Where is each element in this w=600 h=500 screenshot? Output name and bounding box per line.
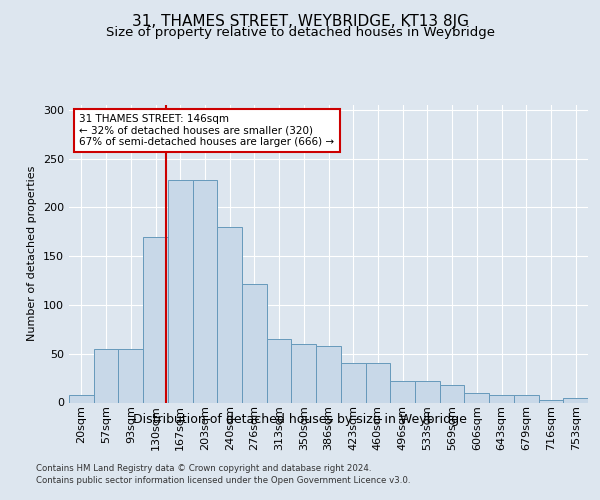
Bar [415, 381, 440, 402]
Bar [217, 227, 242, 402]
Bar [563, 398, 588, 402]
Bar [489, 394, 514, 402]
Bar [464, 392, 489, 402]
Bar [143, 236, 168, 402]
Bar [539, 400, 563, 402]
Bar [390, 381, 415, 402]
Bar [168, 180, 193, 402]
Bar [316, 346, 341, 403]
Bar [365, 364, 390, 403]
Y-axis label: Number of detached properties: Number of detached properties [28, 166, 37, 342]
Bar [341, 364, 365, 403]
Bar [267, 339, 292, 402]
Bar [440, 385, 464, 402]
Bar [94, 349, 118, 403]
Bar [514, 394, 539, 402]
Bar [69, 394, 94, 402]
Bar [242, 284, 267, 403]
Text: Contains public sector information licensed under the Open Government Licence v3: Contains public sector information licen… [36, 476, 410, 485]
Text: Size of property relative to detached houses in Weybridge: Size of property relative to detached ho… [106, 26, 494, 39]
Text: 31, THAMES STREET, WEYBRIDGE, KT13 8JG: 31, THAMES STREET, WEYBRIDGE, KT13 8JG [131, 14, 469, 29]
Text: 31 THAMES STREET: 146sqm
← 32% of detached houses are smaller (320)
67% of semi-: 31 THAMES STREET: 146sqm ← 32% of detach… [79, 114, 335, 147]
Bar [193, 180, 217, 402]
Text: Contains HM Land Registry data © Crown copyright and database right 2024.: Contains HM Land Registry data © Crown c… [36, 464, 371, 473]
Text: Distribution of detached houses by size in Weybridge: Distribution of detached houses by size … [133, 412, 467, 426]
Bar [118, 349, 143, 403]
Bar [292, 344, 316, 403]
